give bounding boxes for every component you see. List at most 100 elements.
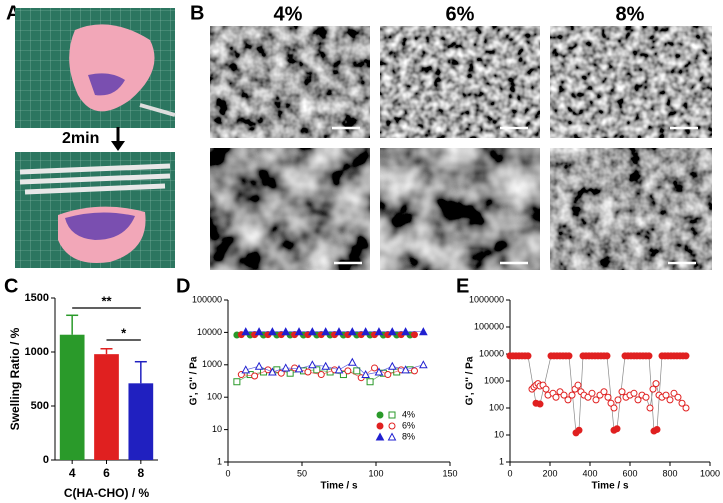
marker xyxy=(614,396,622,404)
marker xyxy=(361,369,370,379)
marker xyxy=(674,393,682,401)
y-tick-label: 1 xyxy=(217,456,222,466)
marker xyxy=(575,426,583,434)
photo-bottom xyxy=(15,152,175,268)
marker xyxy=(281,363,291,372)
y-tick-label: 1000 xyxy=(202,359,222,369)
y-tick-label: 500 xyxy=(31,400,49,412)
sem-images xyxy=(210,26,712,270)
x-tick-label: 4 xyxy=(69,466,76,480)
marker xyxy=(634,396,642,404)
marker xyxy=(682,404,690,412)
marker xyxy=(347,327,357,336)
marker xyxy=(645,352,653,360)
significance-label: * xyxy=(121,325,127,340)
y-tick-label: 10 xyxy=(212,424,222,434)
marker xyxy=(334,365,344,374)
x-tick-label: 50 xyxy=(297,468,307,478)
x-tick-label: 150 xyxy=(442,468,457,478)
marker xyxy=(613,425,621,433)
marker xyxy=(268,367,277,376)
photo-top xyxy=(15,8,176,128)
marker xyxy=(662,391,670,399)
marker xyxy=(568,391,576,399)
legend-label: 8% xyxy=(402,431,415,441)
y-tick-label: 1000000 xyxy=(469,294,504,304)
x-tick-label: 400 xyxy=(582,468,597,478)
marker xyxy=(384,371,392,379)
marker xyxy=(410,367,418,375)
marker xyxy=(610,404,618,412)
y-tick-label: 1000 xyxy=(25,346,49,358)
marker xyxy=(371,364,379,372)
marker xyxy=(304,368,312,376)
marker xyxy=(588,389,596,397)
marker xyxy=(233,378,241,386)
marker xyxy=(321,361,331,370)
marker xyxy=(652,380,660,388)
panel-label: D xyxy=(176,275,190,297)
marker xyxy=(387,361,397,370)
marker xyxy=(604,393,612,401)
marker xyxy=(630,389,638,397)
significance-label: ** xyxy=(101,293,112,308)
marker xyxy=(401,327,410,336)
marker xyxy=(281,327,291,336)
bar xyxy=(128,383,154,460)
marker xyxy=(682,352,690,360)
marker xyxy=(361,327,370,336)
x-tick-label: 8 xyxy=(137,466,144,480)
legend-label: 4% xyxy=(402,409,415,419)
panel-label: B xyxy=(190,2,204,24)
y-tick-label: 100000 xyxy=(192,294,222,304)
x-tick-label: 200 xyxy=(542,468,557,478)
marker xyxy=(339,371,347,379)
marker xyxy=(564,396,572,404)
marker xyxy=(542,385,550,393)
marker xyxy=(642,393,650,401)
x-axis-label: Time / s xyxy=(320,481,357,492)
x-axis-label: Time / s xyxy=(591,481,628,492)
legend-marker xyxy=(388,411,396,419)
bar xyxy=(59,334,85,460)
panel-label: C xyxy=(4,275,18,297)
x-tick-label: 6 xyxy=(103,466,110,480)
marker xyxy=(277,369,285,377)
marker xyxy=(560,391,568,399)
x-tick-label: 800 xyxy=(662,468,677,478)
marker xyxy=(552,393,560,401)
marker xyxy=(308,327,317,336)
x-axis-label: C(HA-CHO) / % xyxy=(64,486,150,500)
y-tick-label: 0 xyxy=(43,454,49,466)
marker xyxy=(374,327,384,336)
marker xyxy=(565,352,573,360)
marker xyxy=(419,327,428,336)
marker xyxy=(666,396,674,404)
marker xyxy=(374,367,384,376)
marker xyxy=(308,360,317,369)
y-axis-label: G', G'' / Pa xyxy=(465,356,476,405)
legend-marker xyxy=(376,422,384,430)
marker xyxy=(410,331,418,339)
marker xyxy=(317,371,325,379)
y-axis-label: Swelling Ratio / % xyxy=(8,327,22,430)
marker xyxy=(294,327,304,336)
x-tick-label: 600 xyxy=(622,468,637,478)
column-heading: 6% xyxy=(446,3,475,25)
marker xyxy=(254,361,264,370)
y-tick-label: 10 xyxy=(494,429,504,439)
marker xyxy=(344,367,352,375)
marker xyxy=(251,372,259,380)
marker xyxy=(241,327,251,336)
y-tick-label: 100 xyxy=(207,392,222,402)
marker xyxy=(574,381,582,389)
legend-label: 6% xyxy=(402,420,415,430)
x-tick-label: 1000 xyxy=(700,468,720,478)
x-tick-label: 0 xyxy=(225,468,230,478)
y-tick-label: 1000 xyxy=(484,375,504,385)
marker xyxy=(321,327,331,336)
y-tick-label: 10000 xyxy=(197,327,222,337)
legend-marker xyxy=(375,432,385,441)
